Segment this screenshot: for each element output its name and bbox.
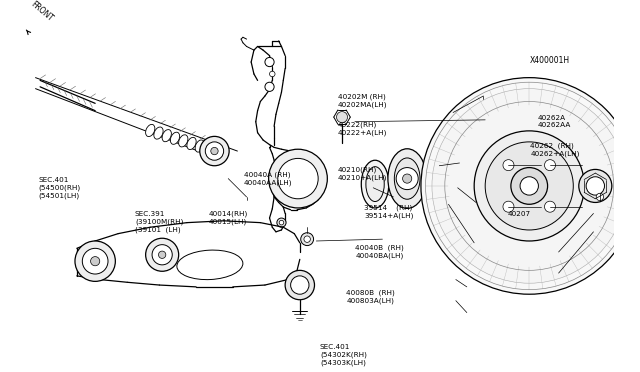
Circle shape (485, 142, 573, 230)
Circle shape (511, 167, 548, 204)
Text: 40040A (RH)
40040AA(LH): 40040A (RH) 40040AA(LH) (244, 171, 292, 186)
Circle shape (83, 248, 108, 274)
Circle shape (586, 177, 605, 195)
Ellipse shape (431, 176, 438, 192)
Circle shape (291, 276, 309, 294)
Circle shape (200, 137, 229, 166)
Ellipse shape (170, 132, 180, 144)
Ellipse shape (428, 171, 441, 197)
Circle shape (285, 270, 314, 300)
Circle shape (159, 251, 166, 259)
Text: X400001H: X400001H (531, 55, 570, 64)
Ellipse shape (146, 124, 155, 137)
Circle shape (146, 238, 179, 271)
Ellipse shape (195, 140, 204, 152)
Circle shape (211, 147, 218, 155)
Circle shape (403, 174, 412, 183)
Ellipse shape (179, 135, 188, 147)
Circle shape (520, 177, 538, 195)
Ellipse shape (187, 137, 196, 150)
Text: SEC.401
(54302K(RH)
(54303K(LH): SEC.401 (54302K(RH) (54303K(LH) (320, 344, 367, 366)
Circle shape (396, 167, 418, 190)
Circle shape (503, 160, 514, 171)
Text: 40080B  (RH)
400803A(LH): 40080B (RH) 400803A(LH) (346, 289, 395, 304)
Text: 40210(RH)
40210+A(LH): 40210(RH) 40210+A(LH) (338, 167, 387, 181)
Text: SEC.391
(39100M(RH)
(39101  (LH): SEC.391 (39100M(RH) (39101 (LH) (135, 211, 184, 233)
Circle shape (545, 201, 556, 212)
Ellipse shape (154, 127, 163, 139)
Circle shape (265, 57, 274, 67)
Circle shape (152, 245, 172, 265)
Circle shape (474, 131, 584, 241)
Ellipse shape (388, 149, 426, 208)
Text: SEC.401
(54500(RH)
(54501(LH): SEC.401 (54500(RH) (54501(LH) (38, 177, 80, 199)
Text: FRONT: FRONT (29, 0, 55, 23)
Circle shape (301, 233, 314, 246)
Ellipse shape (394, 158, 420, 199)
Circle shape (277, 218, 286, 227)
Circle shape (75, 241, 115, 281)
Circle shape (205, 142, 223, 160)
Ellipse shape (362, 160, 389, 208)
Ellipse shape (162, 129, 172, 142)
Circle shape (432, 89, 627, 283)
Text: 40202M (RH)
40202MA(LH): 40202M (RH) 40202MA(LH) (338, 93, 387, 108)
Ellipse shape (366, 167, 384, 202)
Text: 40262  (RH)
40262+A(LH): 40262 (RH) 40262+A(LH) (531, 142, 580, 157)
Circle shape (269, 71, 275, 77)
Circle shape (545, 160, 556, 171)
Circle shape (596, 193, 604, 201)
Text: 40040B  (RH)
40040BA(LH): 40040B (RH) 40040BA(LH) (355, 245, 404, 260)
Circle shape (269, 149, 327, 208)
Circle shape (278, 158, 318, 199)
Text: 40207: 40207 (508, 211, 531, 217)
Circle shape (579, 169, 612, 202)
Circle shape (265, 82, 274, 92)
Text: 40014(RH)
40015(LH): 40014(RH) 40015(LH) (209, 211, 248, 225)
Circle shape (304, 236, 310, 243)
Circle shape (279, 220, 284, 225)
Circle shape (503, 201, 514, 212)
Circle shape (421, 78, 637, 294)
Circle shape (91, 257, 100, 266)
Circle shape (337, 112, 348, 123)
Text: 39514    (RH)
39514+A(LH): 39514 (RH) 39514+A(LH) (364, 204, 413, 218)
Text: 40262A
40262AA: 40262A 40262AA (538, 115, 571, 128)
Text: 40222(RH)
40222+A(LH): 40222(RH) 40222+A(LH) (338, 121, 387, 136)
